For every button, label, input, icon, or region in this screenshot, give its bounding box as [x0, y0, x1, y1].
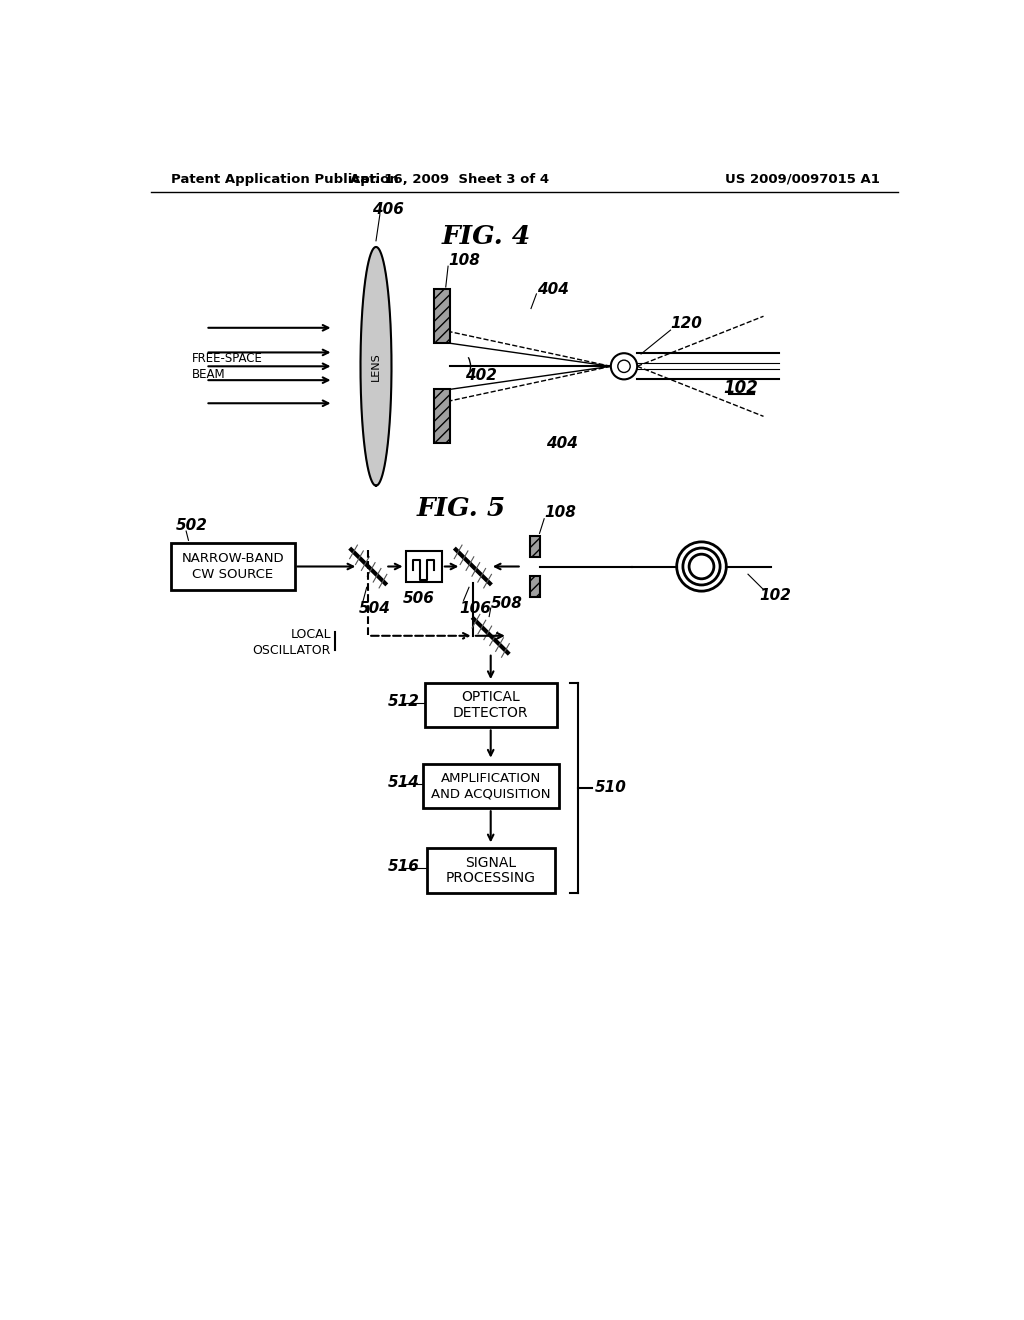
Text: 404: 404	[547, 436, 579, 451]
Text: LENS: LENS	[371, 352, 381, 380]
Text: Apr. 16, 2009  Sheet 3 of 4: Apr. 16, 2009 Sheet 3 of 4	[350, 173, 549, 186]
Text: 102: 102	[723, 379, 758, 397]
Bar	[530, 576, 540, 598]
Text: AMPLIFICATION: AMPLIFICATION	[440, 772, 541, 785]
Text: 510: 510	[595, 780, 627, 796]
Text: NARROW-BAND: NARROW-BAND	[181, 552, 284, 565]
Text: 502: 502	[176, 519, 208, 533]
Text: Patent Application Publication: Patent Application Publication	[171, 173, 398, 186]
Text: 106: 106	[460, 601, 492, 615]
Text: 506: 506	[403, 591, 435, 606]
Text: OPTICAL: OPTICAL	[462, 690, 520, 705]
Text: 120: 120	[671, 317, 702, 331]
Text: 512: 512	[388, 694, 420, 709]
Bar	[407, 552, 442, 582]
Text: 406: 406	[372, 202, 404, 218]
Text: FIG. 5: FIG. 5	[417, 496, 506, 521]
Text: 508: 508	[490, 595, 522, 611]
Text: 404: 404	[538, 281, 569, 297]
Polygon shape	[360, 247, 391, 486]
Text: DETECTOR: DETECTOR	[453, 706, 528, 719]
Text: US 2009/0097015 A1: US 2009/0097015 A1	[725, 173, 880, 186]
Bar	[434, 289, 450, 343]
Text: 514: 514	[388, 775, 420, 789]
Text: SIGNAL: SIGNAL	[465, 855, 516, 870]
Text: FIG. 4: FIG. 4	[441, 224, 530, 249]
Text: 108: 108	[544, 506, 577, 520]
Bar	[530, 536, 540, 557]
Bar	[427, 849, 555, 892]
Text: 108: 108	[449, 252, 480, 268]
Text: 516: 516	[388, 859, 420, 874]
Text: LOCAL
OSCILLATOR: LOCAL OSCILLATOR	[253, 628, 331, 657]
Text: 504: 504	[359, 601, 391, 615]
Text: FREE-SPACE
BEAM: FREE-SPACE BEAM	[191, 352, 262, 380]
Text: 102: 102	[760, 589, 792, 603]
Bar	[434, 389, 450, 444]
Bar	[425, 682, 557, 727]
Text: CW SOURCE: CW SOURCE	[193, 568, 273, 581]
Text: AND ACQUISITION: AND ACQUISITION	[431, 787, 551, 800]
Circle shape	[611, 354, 637, 379]
Bar	[171, 543, 295, 590]
Text: PROCESSING: PROCESSING	[445, 871, 536, 886]
Text: 402: 402	[465, 368, 497, 383]
Bar	[423, 763, 558, 808]
